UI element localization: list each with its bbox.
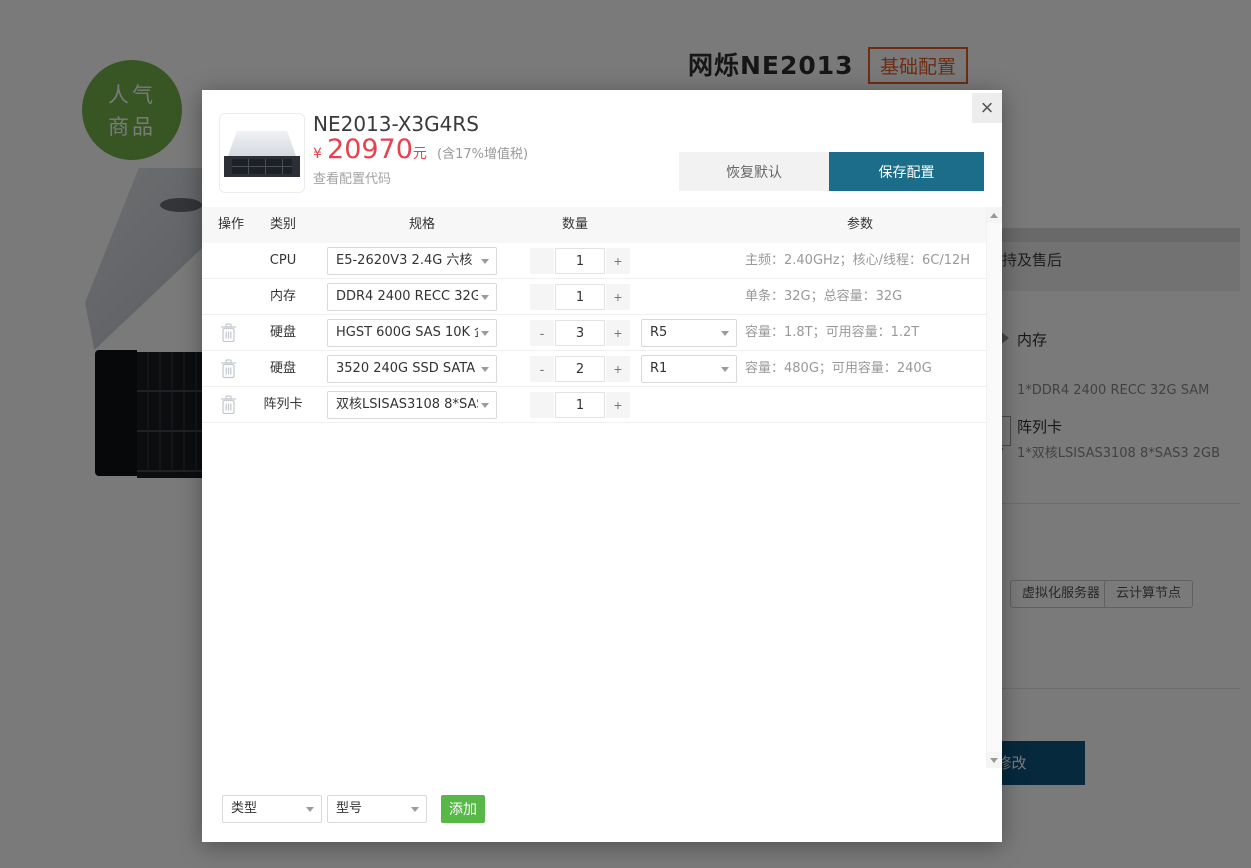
chevron-down-icon xyxy=(721,367,729,372)
thumbnail-drive-grid xyxy=(232,159,292,174)
raid-select-value: R1 xyxy=(650,361,668,376)
spec-select[interactable]: 3520 240G SSD SATA 企 xyxy=(327,355,497,383)
quantity-input[interactable] xyxy=(555,392,605,418)
increase-button[interactable]: + xyxy=(606,284,630,310)
raid-level-select[interactable]: R5 xyxy=(641,319,737,347)
quantity-input[interactable] xyxy=(555,284,605,310)
table-row: 硬盘 HGST 600G SAS 10K 企业 - + R5 容量：1.8T；可… xyxy=(202,315,986,351)
view-config-code-link[interactable]: 查看配置代码 xyxy=(313,172,392,187)
decrease-button[interactable]: - xyxy=(530,320,554,346)
header-params: 参数 xyxy=(846,217,873,232)
table-row: 内存 DDR4 2400 RECC 32G SA + 单条：32G；总容量：32… xyxy=(202,279,986,315)
close-icon: × xyxy=(980,95,994,120)
table-row: 硬盘 3520 240G SSD SATA 企 - + R1 容量：480G；可… xyxy=(202,351,986,387)
spec-select-value: DDR4 2400 RECC 32G SA xyxy=(336,289,478,304)
chevron-down-icon xyxy=(306,807,314,812)
product-price: ¥ 20970元 (含17%增值税) xyxy=(313,134,528,165)
spec-select-value: 双核LSISAS3108 8*SAS3 xyxy=(336,397,478,412)
increase-button[interactable]: + xyxy=(606,356,630,382)
spec-select[interactable]: E5-2620V3 2.4G 六核 xyxy=(327,247,497,275)
category-label: 硬盘 xyxy=(269,361,296,376)
price-unit: 元 xyxy=(412,146,427,162)
chevron-down-icon xyxy=(481,367,489,372)
chevron-down-icon xyxy=(411,807,419,812)
header-quantity: 数量 xyxy=(561,217,588,232)
spec-select-value: E5-2620V3 2.4G 六核 xyxy=(336,253,473,268)
header-operation: 操作 xyxy=(217,217,244,232)
restore-default-button[interactable]: 恢复默认 xyxy=(679,152,829,191)
increase-button[interactable]: + xyxy=(606,248,630,274)
thumbnail-server-front xyxy=(224,156,300,177)
quantity-input[interactable] xyxy=(555,356,605,382)
spec-select-value: HGST 600G SAS 10K 企业 xyxy=(336,325,478,340)
close-button[interactable]: × xyxy=(972,93,1002,123)
thumbnail-server-top xyxy=(228,131,296,156)
quantity-input[interactable] xyxy=(555,320,605,346)
scroll-down-button[interactable] xyxy=(987,752,1002,768)
chevron-down-icon xyxy=(721,331,729,336)
raid-level-select[interactable]: R1 xyxy=(641,355,737,383)
trash-icon xyxy=(221,395,236,415)
params-text: 单条：32G；总容量：32G xyxy=(745,289,903,304)
model-select-value: 型号 xyxy=(336,801,363,816)
params-text: 容量：480G；可用容量：240G xyxy=(745,361,932,376)
chevron-down-icon xyxy=(481,259,489,264)
type-select[interactable]: 类型 xyxy=(222,795,322,823)
trash-icon xyxy=(221,323,236,343)
spec-select[interactable]: DDR4 2400 RECC 32G SA xyxy=(327,283,497,311)
delete-row-button[interactable] xyxy=(220,323,237,343)
table-row: 阵列卡 双核LSISAS3108 8*SAS3 + xyxy=(202,387,986,423)
arrow-down-icon xyxy=(990,758,998,763)
arrow-up-icon xyxy=(990,213,998,218)
increase-button[interactable]: + xyxy=(606,392,630,418)
spec-select-value: 3520 240G SSD SATA 企 xyxy=(336,361,478,376)
category-label: CPU xyxy=(269,253,297,268)
tax-note: (含17%增值税) xyxy=(437,147,529,162)
product-name: NE2013-X3G4RS xyxy=(313,112,479,136)
raid-select-value: R5 xyxy=(650,325,668,340)
scroll-up-button[interactable] xyxy=(987,207,1002,223)
config-modal: × NE2013-X3G4RS ¥ 20970元 (含17%增值税) 查看配置代… xyxy=(202,90,1002,842)
chevron-down-icon xyxy=(481,403,489,408)
decrease-button[interactable] xyxy=(530,284,554,310)
increase-button[interactable]: + xyxy=(606,320,630,346)
quantity-input[interactable] xyxy=(555,248,605,274)
chevron-down-icon xyxy=(481,295,489,300)
decrease-button[interactable] xyxy=(530,392,554,418)
category-label: 阵列卡 xyxy=(263,397,303,412)
delete-row-button[interactable] xyxy=(220,395,237,415)
spec-select[interactable]: 双核LSISAS3108 8*SAS3 xyxy=(327,391,497,419)
table-row: CPU E5-2620V3 2.4G 六核 + 主频：2.40GHz；核心/线程… xyxy=(202,243,986,279)
spec-select[interactable]: HGST 600G SAS 10K 企业 xyxy=(327,319,497,347)
decrease-button[interactable]: - xyxy=(530,356,554,382)
model-select[interactable]: 型号 xyxy=(327,795,427,823)
category-label: 内存 xyxy=(269,289,296,304)
delete-row-button[interactable] xyxy=(220,359,237,379)
type-select-value: 类型 xyxy=(231,801,258,816)
save-config-button[interactable]: 保存配置 xyxy=(829,152,984,191)
params-text: 容量：1.8T；可用容量：1.2T xyxy=(745,325,920,340)
table-scrollbar[interactable] xyxy=(986,207,1002,768)
params-text: 主频：2.40GHz；核心/线程：6C/12H xyxy=(745,253,971,268)
currency-symbol: ¥ xyxy=(313,146,322,162)
chevron-down-icon xyxy=(481,331,489,336)
table-header: 操作 类别 规格 数量 参数 xyxy=(202,207,986,243)
decrease-button[interactable] xyxy=(530,248,554,274)
header-spec: 规格 xyxy=(408,217,435,232)
price-value: 20970 xyxy=(327,134,413,165)
product-thumbnail xyxy=(219,113,305,193)
trash-icon xyxy=(221,359,236,379)
category-label: 硬盘 xyxy=(269,325,296,340)
header-category: 类别 xyxy=(269,217,296,232)
add-button[interactable]: 添加 xyxy=(441,795,485,823)
